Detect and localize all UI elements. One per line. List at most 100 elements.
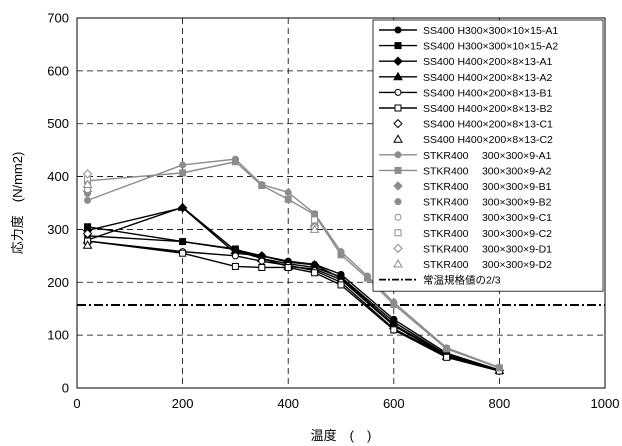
data-point (390, 300, 398, 308)
legend-swatch-marker (393, 56, 403, 66)
data-point (390, 326, 398, 334)
y-tick-label: 100 (47, 328, 69, 343)
tick-layer: 0 200 400 600 800 1000 0 100 200 300 400 500 600 700 (47, 11, 619, 412)
legend-item: STKR400 300×300×9-D2 (393, 258, 552, 271)
legend-label: SS400 H300×300×10×15-A1 (423, 25, 558, 37)
data-point (363, 274, 371, 282)
plot-frame (76, 17, 606, 389)
data-point (284, 195, 292, 203)
data-point (231, 262, 239, 270)
legend-item: STKR400 300×300×9-A1 (379, 150, 552, 162)
legend-label: STKR400 300×300×9-A1 (423, 150, 552, 162)
legend-label: SS400 H400×200×8×13-B2 (423, 103, 552, 115)
y-tick-label: 700 (47, 11, 69, 26)
legend-swatch-marker (394, 88, 402, 96)
legend-label: STKR400 300×300×9-D2 (423, 259, 552, 271)
x-tick-label: 800 (489, 396, 511, 411)
legend-item: SS400 H400×200×8×13-A1 (379, 56, 552, 68)
data-point (337, 251, 345, 259)
data-point (284, 188, 292, 196)
data-point (179, 238, 187, 246)
data-point (258, 182, 266, 190)
data-point (231, 158, 239, 166)
legend-label: SS400 H400×200×8×13-A2 (423, 72, 552, 84)
legend-swatch-marker (393, 71, 403, 81)
data-point (231, 252, 239, 260)
series-16 (82, 179, 320, 233)
legend-swatch-marker (394, 198, 402, 206)
legend-label: STKR400 300×300×9-D1 (423, 243, 552, 255)
series-line (87, 206, 500, 372)
data-point (311, 216, 319, 224)
legend-swatch-marker (394, 42, 402, 50)
series-line (87, 240, 500, 372)
legend-swatch-marker (394, 229, 402, 237)
x-tick-label: 0 (73, 396, 80, 411)
legend-item: SS400 H400×200×8×13-C1 (393, 118, 553, 131)
legend-item: STKR400 300×300×9-A2 (379, 165, 552, 177)
legend-label: STKR400 300×300×9-B1 (423, 181, 552, 193)
legend-swatch-marker (393, 243, 403, 254)
data-point (337, 281, 345, 289)
x-axis-label: 温度 ( ) (311, 428, 372, 443)
x-tick-label: 400 (277, 396, 299, 411)
legend-item: SS400 H400×200×8×13-C2 (393, 134, 553, 146)
legend-swatch-marker (394, 166, 402, 174)
legend-item: STKR400 300×300×9-C1 (394, 212, 552, 224)
legend-label: 常温規格値の2/3 (423, 274, 501, 287)
legend: SS400 H300×300×10×15-A1 SS400 H300×300×10… (372, 19, 604, 292)
y-tick-label: 0 (62, 381, 69, 396)
legend-item: SS400 H400×200×8×13-B1 (379, 87, 552, 99)
data-point (258, 257, 266, 265)
legend-box (372, 19, 604, 292)
y-tick-label: 600 (47, 63, 69, 78)
legend-label: SS400 H300×300×10×15-A2 (423, 41, 558, 53)
data-point (495, 364, 503, 372)
series-8 (82, 240, 93, 249)
legend-label: STKR400 300×300×9-C1 (423, 212, 552, 224)
legend-label: SS400 H400×200×8×13-B1 (423, 87, 552, 99)
data-point (179, 161, 187, 169)
data-point (84, 196, 92, 204)
legend-label: STKR400 300×300×9-A2 (423, 165, 552, 177)
legend-swatch-marker (393, 134, 403, 143)
y-tick-label: 500 (47, 116, 69, 131)
legend-item: 常温規格値の2/3 (379, 274, 501, 287)
series-6 (84, 237, 503, 375)
data-point (179, 249, 187, 257)
legend-item: SS400 H300×300×10×15-A1 (379, 25, 558, 37)
legend-item: SS400 H400×200×8×13-A2 (379, 71, 552, 84)
legend-swatch-marker (394, 26, 402, 34)
data-point (82, 179, 93, 188)
series-7 (82, 228, 93, 239)
legend-item: STKR400 300×300×9-B1 (393, 181, 552, 193)
x-tick-label: 600 (383, 396, 405, 411)
y-tick-label: 200 (47, 275, 69, 290)
data-point (443, 353, 451, 361)
series-line (87, 226, 500, 372)
legend-swatch-marker (394, 213, 402, 221)
legend-swatch-marker (394, 151, 402, 159)
data-point (82, 228, 93, 239)
legend-item: SS400 H400×200×8×13-B2 (379, 103, 552, 115)
legend-label: STKR400 300×300×9-B2 (423, 197, 552, 209)
legend-swatch-marker (393, 118, 403, 129)
y-axis-label: 応力度 (N/mm2) (10, 152, 25, 255)
legend-label: SS400 H400×200×8×13-C1 (423, 119, 553, 131)
data-point (82, 240, 93, 249)
y-tick-label: 400 (47, 169, 69, 184)
legend-label: SS400 H400×200×8×13-C2 (423, 134, 553, 146)
series-line (87, 240, 500, 372)
data-point (179, 169, 187, 177)
data-point (311, 269, 319, 277)
legend-label: STKR400 300×300×9-C2 (423, 228, 552, 240)
legend-item: STKR400 300×300×9-C2 (394, 228, 552, 240)
data-point (309, 224, 320, 233)
data-point (284, 263, 292, 271)
legend-item: STKR400 300×300×9-B2 (394, 197, 552, 209)
x-tick-label: 200 (172, 396, 194, 411)
legend-swatch-marker (394, 104, 402, 112)
legend-item: SS400 H300×300×10×15-A2 (379, 41, 558, 53)
